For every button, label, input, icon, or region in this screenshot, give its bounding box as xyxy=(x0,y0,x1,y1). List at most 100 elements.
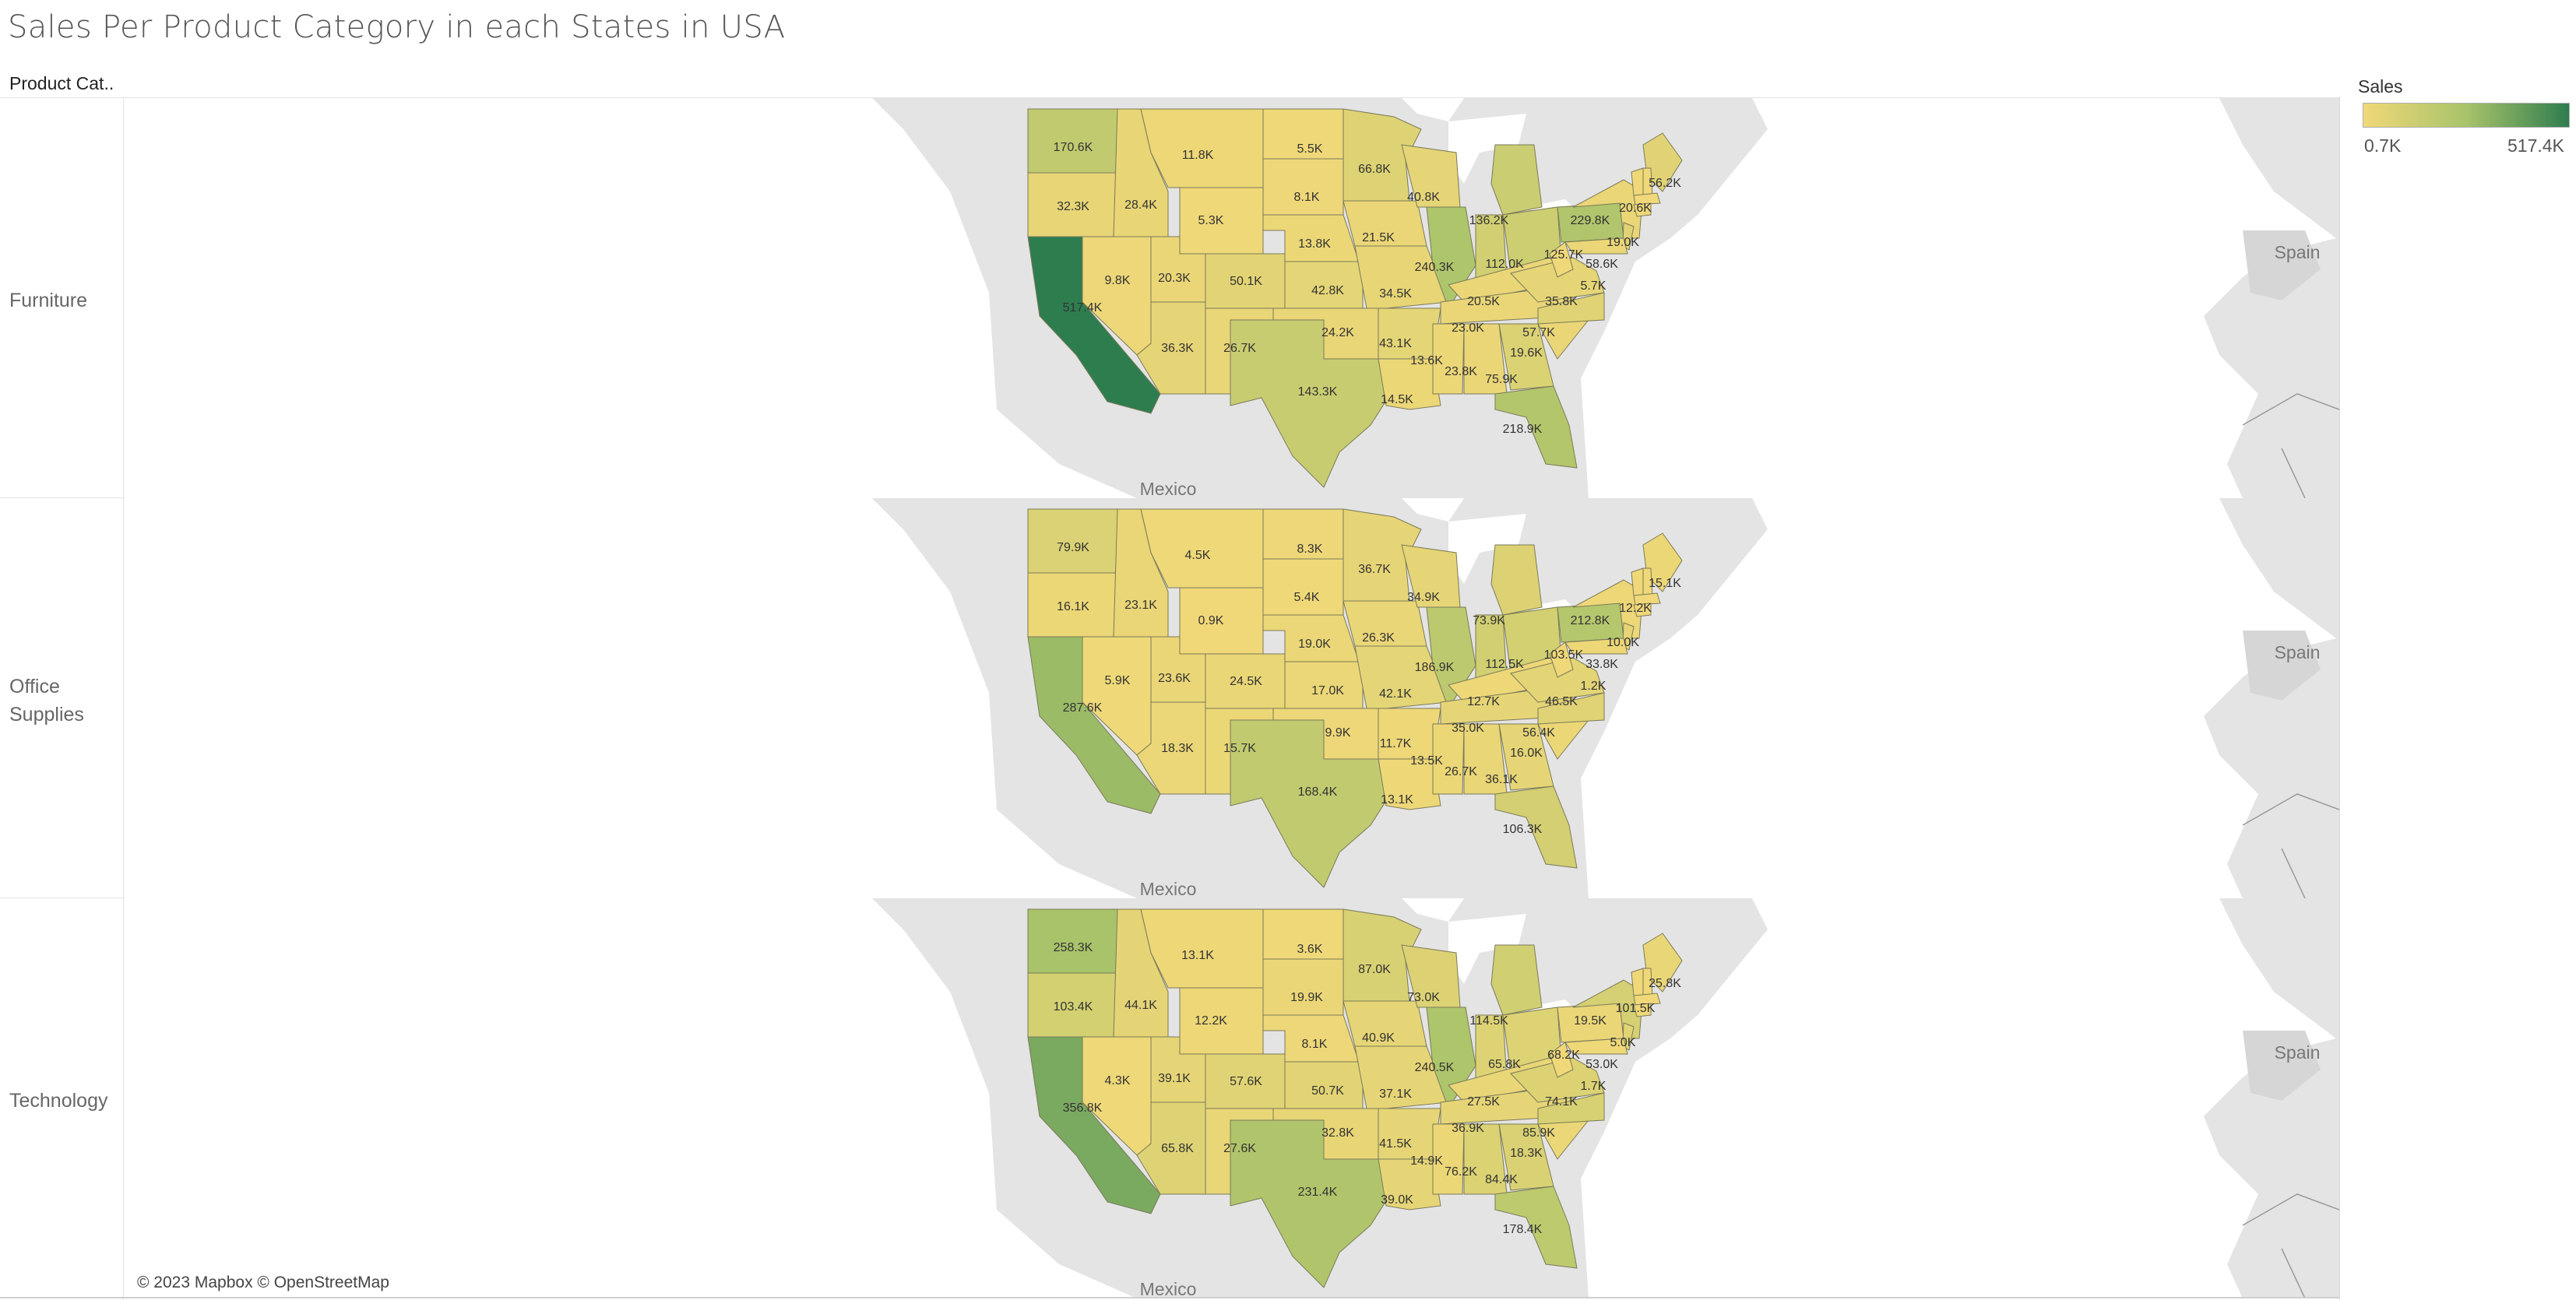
state-ar[interactable] xyxy=(1378,708,1441,760)
sales-label-id: 28.4K xyxy=(1124,199,1157,212)
sales-label-ny: 101.5K xyxy=(1616,1002,1656,1015)
state-mo[interactable] xyxy=(1354,245,1449,309)
sales-label-wi: 40.8K xyxy=(1407,191,1440,204)
map-furniture[interactable]: Spain Mexico 170.6K 32.3K 517.4K 9.8K 28.4K 11.… xyxy=(125,98,2339,498)
state-az[interactable] xyxy=(1136,1101,1206,1195)
sales-label-in: 65.8K xyxy=(1488,1058,1521,1071)
state-vt[interactable] xyxy=(1631,968,1644,996)
state-md[interactable] xyxy=(1564,237,1628,255)
state-sd[interactable] xyxy=(1262,958,1344,1016)
state-ma[interactable] xyxy=(1633,993,1661,1006)
state-fl[interactable] xyxy=(1494,1186,1578,1269)
state-ar[interactable] xyxy=(1378,307,1441,360)
sales-label-ia: 40.9K xyxy=(1362,1031,1395,1045)
sales-label-mo: 37.1K xyxy=(1379,1087,1412,1101)
sales-label-nd: 8.3K xyxy=(1297,543,1323,556)
state-vt[interactable] xyxy=(1631,567,1644,596)
country-label-mexico: Mexico xyxy=(1140,879,1197,898)
state-tx[interactable] xyxy=(1230,319,1396,488)
sales-label-ok: 9.9K xyxy=(1325,726,1351,740)
state-ms[interactable] xyxy=(1432,723,1465,795)
sales-label-ms: 13.5K xyxy=(1410,754,1443,768)
state-ms[interactable] xyxy=(1432,1123,1465,1195)
sales-label-mo: 42.1K xyxy=(1379,687,1412,701)
state-fl[interactable] xyxy=(1494,385,1578,469)
state-nc[interactable] xyxy=(1537,692,1605,725)
map-attribution[interactable]: © 2023 Mapbox © OpenStreetMap xyxy=(137,1274,389,1291)
sales-label-sd: 5.4K xyxy=(1294,591,1320,604)
sales-label-ia: 26.3K xyxy=(1362,631,1395,645)
state-vt[interactable] xyxy=(1631,167,1644,196)
sales-label-il: 240.5K xyxy=(1415,1061,1455,1074)
sales-label-wy: 0.9K xyxy=(1198,614,1224,627)
state-shapes[interactable] xyxy=(1027,508,1683,888)
sales-label-sd: 19.9K xyxy=(1290,991,1323,1004)
row-label-office-supplies: Office Supplies xyxy=(9,676,84,726)
state-md[interactable] xyxy=(1564,1038,1628,1055)
state-fl[interactable] xyxy=(1494,785,1578,869)
state-ct[interactable] xyxy=(1633,202,1652,217)
sales-label-nj: 58.6K xyxy=(1585,258,1618,271)
state-wv[interactable] xyxy=(1549,641,1574,678)
sales-label-pa: 212.8K xyxy=(1571,614,1610,627)
state-tx[interactable] xyxy=(1230,719,1396,888)
sales-label-mn: 36.7K xyxy=(1358,563,1391,576)
state-ct[interactable] xyxy=(1633,603,1652,617)
sales-label-wy: 5.3K xyxy=(1198,214,1224,227)
state-mi[interactable] xyxy=(1490,944,1543,1016)
state-mo[interactable] xyxy=(1354,1045,1449,1109)
state-shapes[interactable] xyxy=(1027,908,1683,1288)
choropleth-svg[interactable]: Spain Mexico 79.9K 16.1K 287.6K 5.9K 23.1K 4.5K… xyxy=(125,498,2339,898)
sales-label-al: 76.2K xyxy=(1445,1165,1477,1179)
state-la[interactable] xyxy=(1378,1158,1441,1210)
state-wv[interactable] xyxy=(1549,1042,1574,1078)
sales-label-nm: 26.7K xyxy=(1223,342,1256,355)
sales-label-ne: 13.8K xyxy=(1298,237,1331,251)
sales-label-or: 16.1K xyxy=(1057,600,1089,613)
legend-min-label: 0.7K xyxy=(2364,135,2402,156)
sales-label-me: 56.2K xyxy=(1649,177,1681,190)
state-ma[interactable] xyxy=(1633,192,1661,206)
state-la[interactable] xyxy=(1378,758,1441,810)
sales-label-oh: 125.7K xyxy=(1544,248,1584,262)
sales-label-ny: 12.2K xyxy=(1619,602,1652,615)
sales-label-nc: 85.9K xyxy=(1522,1126,1555,1140)
choropleth-svg[interactable]: Spain Mexico 170.6K 32.3K 517.4K 9.8K 28.4K 11.… xyxy=(125,98,2339,498)
state-nc[interactable] xyxy=(1537,1092,1605,1125)
state-sd[interactable] xyxy=(1262,158,1344,216)
state-mi[interactable] xyxy=(1490,544,1543,616)
state-nc[interactable] xyxy=(1537,292,1605,325)
state-wv[interactable] xyxy=(1549,241,1574,278)
state-ma[interactable] xyxy=(1633,592,1661,606)
sales-label-va: 46.5K xyxy=(1545,695,1578,708)
sales-label-or: 103.4K xyxy=(1054,1000,1093,1014)
sales-label-nv: 5.9K xyxy=(1105,674,1131,687)
sales-label-ga: 84.4K xyxy=(1485,1173,1518,1186)
sales-label-wa: 258.3K xyxy=(1054,941,1093,954)
legend-title: Sales xyxy=(2358,76,2403,97)
country-label-spain: Spain xyxy=(2275,1042,2321,1063)
state-md[interactable] xyxy=(1564,638,1628,655)
state-az[interactable] xyxy=(1136,301,1206,395)
sales-label-tn: 35.0K xyxy=(1452,722,1484,735)
product-category-header[interactable]: Product Cat.. xyxy=(9,73,114,93)
sales-label-sc: 18.3K xyxy=(1510,1147,1543,1160)
sales-label-la: 13.1K xyxy=(1381,793,1413,806)
sales-label-in: 112.5K xyxy=(1485,658,1524,671)
state-tx[interactable] xyxy=(1230,1119,1396,1288)
state-mo[interactable] xyxy=(1354,645,1449,709)
state-mi[interactable] xyxy=(1490,144,1543,216)
state-ar[interactable] xyxy=(1378,1108,1441,1160)
state-shapes[interactable] xyxy=(1027,108,1683,488)
map-technology[interactable]: Spain Mexico 258.3K 103.4K 356.8K 4.3K 44.1K 13… xyxy=(125,898,2339,1298)
state-az[interactable] xyxy=(1136,701,1206,795)
map-office-supplies[interactable]: Spain Mexico 79.9K 16.1K 287.6K 5.9K 23.1K 4.5K… xyxy=(125,498,2339,898)
sales-label-il: 186.9K xyxy=(1415,661,1455,674)
sales-label-mi: 136.2K xyxy=(1469,214,1509,227)
state-sd[interactable] xyxy=(1262,558,1344,616)
bottom-rule xyxy=(0,1297,2339,1298)
state-la[interactable] xyxy=(1378,358,1441,410)
choropleth-svg[interactable]: Spain Mexico 258.3K 103.4K 356.8K 4.3K 44.1K 13… xyxy=(125,898,2339,1298)
state-ct[interactable] xyxy=(1633,1003,1652,1017)
state-ms[interactable] xyxy=(1432,323,1465,395)
